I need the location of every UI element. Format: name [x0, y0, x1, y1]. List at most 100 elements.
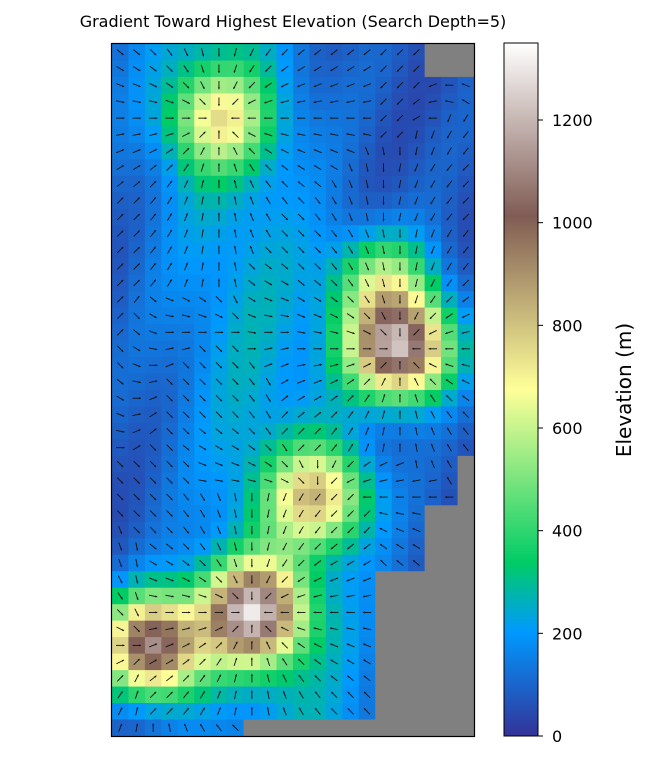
gradient-arrow-head — [249, 53, 252, 56]
heatmap-cell — [260, 719, 278, 737]
gradient-arrow-head — [335, 379, 338, 382]
gradient-arrow-head — [203, 431, 206, 434]
gradient-arrow-head — [413, 86, 416, 89]
gradient-arrow-head — [346, 85, 349, 88]
gradient-arrow-head — [171, 117, 174, 120]
gradient-arrow-head — [264, 611, 267, 614]
gradient-arrow-head — [171, 627, 174, 630]
gradient-arrow-head — [281, 642, 284, 645]
gradient-arrow-head — [282, 197, 285, 200]
gradient-arrow-head — [170, 465, 173, 468]
gradient-arrow-head — [330, 133, 333, 136]
gradient-arrow-head — [398, 252, 402, 255]
gradient-arrow-head — [137, 316, 140, 319]
gradient-arrow-head — [137, 197, 140, 200]
gradient-arrow-head — [170, 481, 173, 484]
gradient-arrow-head — [250, 532, 253, 535]
gradient-arrow-head — [120, 564, 123, 567]
gradient-arrow-head — [430, 201, 433, 205]
gradient-arrow-head — [154, 643, 158, 646]
gradient-arrow-head — [297, 117, 299, 120]
heatmap-cell — [457, 604, 475, 622]
gradient-arrow-head — [186, 399, 190, 402]
gradient-arrow-head — [362, 101, 366, 104]
gradient-arrow-head — [447, 234, 450, 238]
heatmap-cell — [325, 719, 343, 737]
gradient-arrow-head — [346, 101, 349, 104]
gradient-arrow-head — [346, 611, 349, 614]
gradient-arrow-head — [282, 674, 285, 677]
gradient-arrow-head — [383, 301, 386, 304]
gradient-arrow-head — [351, 300, 354, 303]
gradient-arrow-head — [363, 52, 366, 55]
gradient-arrow-head — [266, 657, 269, 661]
gradient-arrow-head — [330, 165, 333, 168]
gradient-arrow-head — [447, 251, 450, 254]
heatmap-cell — [457, 686, 475, 704]
gradient-arrow-head — [431, 443, 433, 446]
gradient-arrow-head — [266, 499, 269, 502]
gradient-arrow-head — [428, 85, 432, 88]
gradient-arrow-head — [363, 480, 366, 483]
gradient-arrow-head — [412, 118, 416, 121]
gradient-arrow-head — [236, 366, 239, 369]
gradient-arrow-head — [431, 136, 433, 139]
gradient-arrow-head — [203, 415, 206, 418]
gradient-arrow-head — [414, 235, 417, 238]
gradient-arrow-head — [314, 165, 317, 168]
gradient-arrow-head — [350, 267, 353, 271]
gradient-arrow-head — [318, 412, 321, 415]
heatmap-cell — [408, 719, 426, 737]
gradient-arrow-head — [431, 235, 433, 238]
gradient-arrow-head — [314, 659, 317, 662]
gradient-arrow-head — [302, 283, 305, 286]
gradient-arrow-head — [447, 119, 450, 123]
gradient-arrow-head — [264, 132, 267, 135]
heatmap-cell — [424, 653, 442, 671]
gradient-arrow-head — [315, 531, 318, 534]
gradient-arrow-head — [233, 245, 236, 248]
gradient-arrow-head — [445, 332, 448, 335]
gradient-arrow-head — [286, 299, 289, 302]
gradient-arrow-head — [414, 378, 417, 381]
gradient-arrow-head — [121, 382, 124, 385]
gradient-arrow-head — [121, 279, 124, 283]
gradient-arrow-head — [122, 117, 125, 120]
gradient-arrow-head — [331, 481, 334, 484]
gradient-arrow-head — [350, 169, 353, 172]
gradient-arrow-head — [462, 217, 465, 220]
heatmap-cell — [391, 340, 409, 358]
gradient-arrow-head — [170, 563, 174, 566]
gradient-arrow-head — [204, 315, 207, 318]
gradient-arrow-head — [155, 595, 158, 598]
gradient-arrow-head — [447, 267, 450, 271]
gradient-arrow-head — [120, 531, 123, 534]
gradient-arrow-head — [236, 316, 239, 319]
gradient-arrow-head — [313, 117, 316, 120]
gradient-arrow-head — [302, 444, 305, 447]
gradient-arrow-head — [154, 53, 157, 56]
gradient-arrow-head — [282, 498, 285, 501]
gradient-arrow-head — [413, 560, 416, 563]
gradient-arrow-head — [219, 366, 222, 369]
gradient-arrow-head — [379, 512, 382, 515]
gradient-arrow-head — [346, 68, 350, 71]
gradient-arrow-head — [380, 102, 383, 105]
gradient-arrow-head — [335, 299, 338, 302]
gradient-arrow-head — [366, 152, 369, 155]
gradient-arrow-head — [186, 164, 189, 167]
gradient-arrow-head — [184, 723, 187, 727]
gradient-arrow-head — [120, 707, 123, 710]
gradient-arrow-head — [188, 611, 191, 614]
heatmap-cell — [457, 455, 475, 473]
gradient-arrow-head — [219, 300, 222, 303]
gradient-arrow-head — [138, 85, 141, 88]
gradient-arrow-head — [121, 349, 124, 352]
gradient-arrow-head — [366, 427, 369, 430]
heatmap-cell — [441, 719, 459, 737]
gradient-arrow-head — [153, 197, 156, 200]
gradient-arrow-head — [430, 168, 433, 172]
gradient-arrow-head — [461, 347, 464, 350]
gradient-arrow-head — [297, 165, 300, 168]
gradient-arrow-head — [154, 708, 157, 711]
